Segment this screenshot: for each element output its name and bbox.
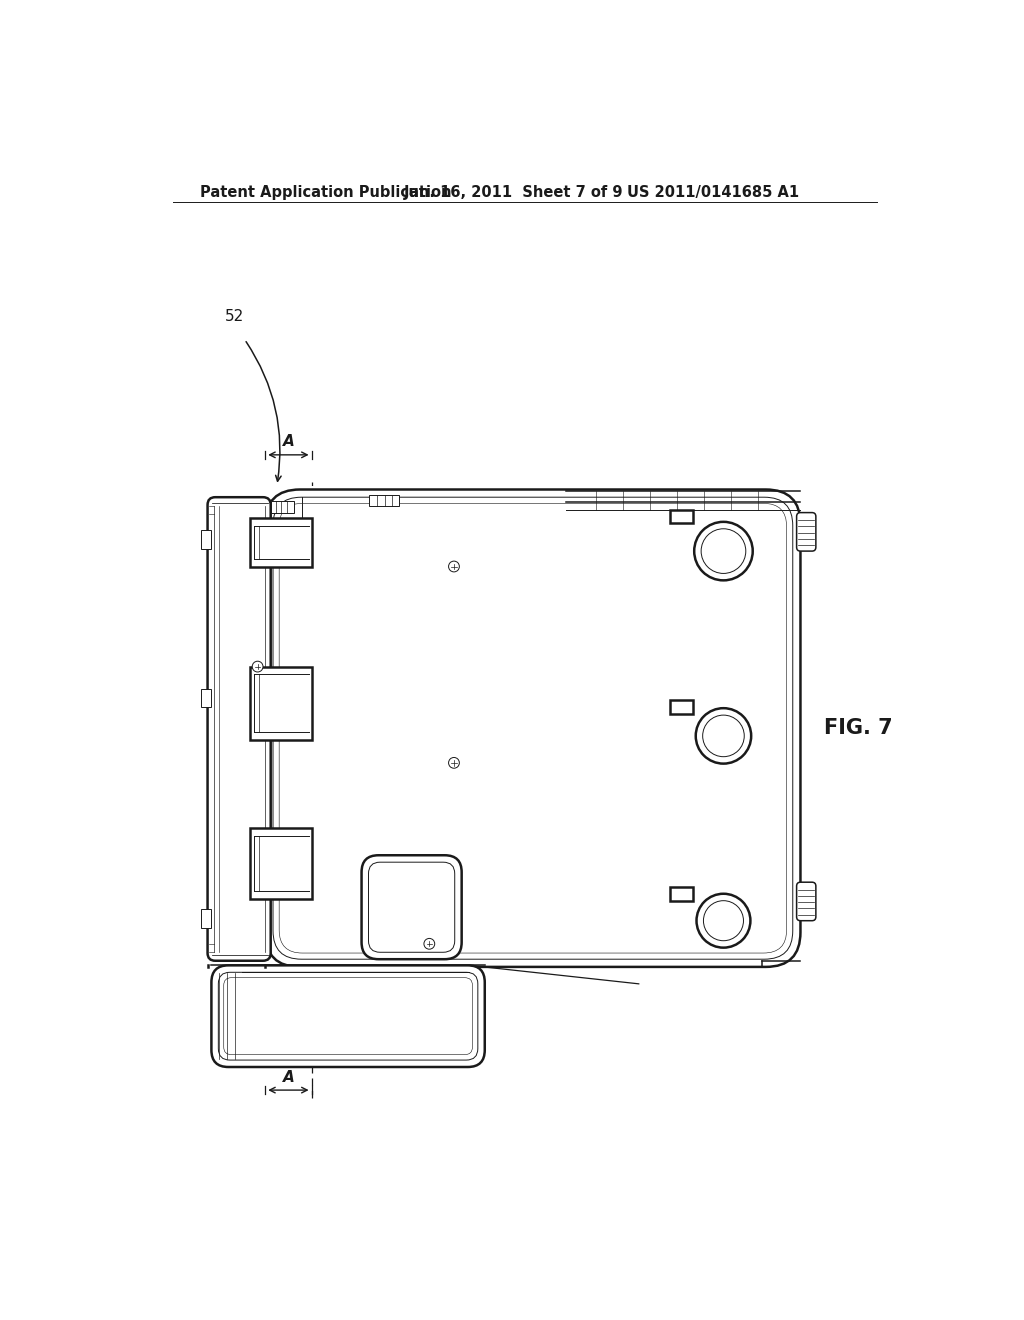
Bar	[670, 510, 692, 524]
Bar	[250, 667, 311, 739]
Bar	[202, 909, 211, 928]
Text: Jun. 16, 2011  Sheet 7 of 9: Jun. 16, 2011 Sheet 7 of 9	[403, 185, 624, 201]
Circle shape	[694, 521, 753, 581]
FancyBboxPatch shape	[369, 862, 455, 952]
Circle shape	[696, 894, 751, 948]
Bar	[270, 502, 294, 512]
Circle shape	[703, 900, 743, 941]
Text: A: A	[283, 1069, 294, 1085]
FancyBboxPatch shape	[208, 498, 270, 961]
FancyBboxPatch shape	[211, 965, 484, 1067]
FancyBboxPatch shape	[361, 855, 462, 960]
Circle shape	[449, 758, 460, 768]
Bar	[202, 531, 211, 549]
Circle shape	[701, 529, 745, 573]
Circle shape	[449, 561, 460, 572]
Text: A: A	[283, 434, 294, 449]
Bar	[670, 701, 692, 714]
Bar	[202, 689, 211, 708]
Text: Patent Application Publication: Patent Application Publication	[200, 185, 452, 201]
Circle shape	[424, 939, 435, 949]
Bar	[370, 495, 398, 507]
Text: 52: 52	[224, 309, 244, 323]
Bar	[670, 887, 692, 900]
FancyBboxPatch shape	[265, 490, 801, 966]
Bar	[250, 829, 311, 899]
FancyBboxPatch shape	[797, 882, 816, 921]
Circle shape	[252, 661, 263, 672]
FancyBboxPatch shape	[797, 512, 816, 552]
Bar	[250, 517, 311, 566]
Circle shape	[702, 715, 744, 756]
Circle shape	[695, 708, 752, 763]
Text: FIG. 7: FIG. 7	[823, 718, 892, 738]
Text: US 2011/0141685 A1: US 2011/0141685 A1	[628, 185, 800, 201]
